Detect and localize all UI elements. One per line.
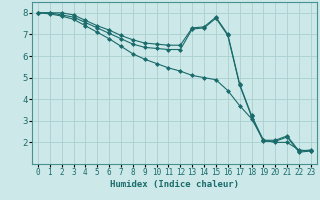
X-axis label: Humidex (Indice chaleur): Humidex (Indice chaleur) (110, 180, 239, 189)
